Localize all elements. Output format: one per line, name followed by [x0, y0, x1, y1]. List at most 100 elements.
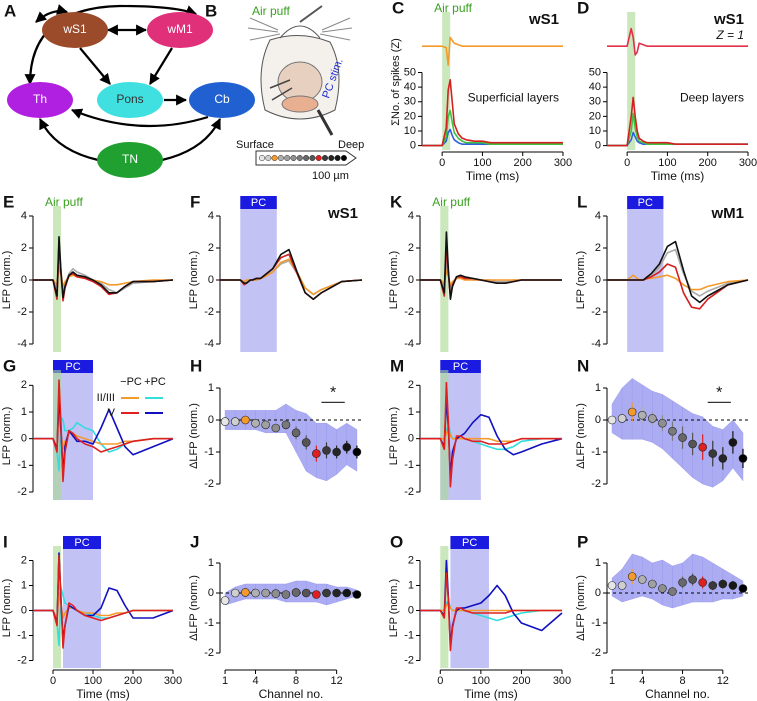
y-tick-label: -1: [204, 617, 214, 629]
data-point: [627, 407, 637, 417]
y-tick-label: 0: [595, 587, 601, 599]
data-point: [617, 581, 627, 590]
x-tick-label: 4: [252, 675, 258, 687]
data-point: [688, 439, 697, 449]
node-label: wM1: [166, 22, 193, 36]
data-point: [261, 420, 270, 430]
series-line: [422, 109, 563, 147]
y-tick-label: 2: [21, 379, 27, 391]
cerebellum: [281, 95, 319, 113]
whiskers: [247, 17, 353, 41]
data-point: [708, 581, 718, 590]
y-tick-label: 20: [589, 110, 601, 122]
data-point: [312, 590, 321, 599]
shade-label: Air puff: [434, 1, 472, 15]
node: [42, 12, 108, 48]
y-tick-label: -1: [591, 446, 601, 458]
y-tick-label: 30: [404, 96, 416, 108]
y-tick-label: 20: [404, 110, 416, 122]
shade: [627, 12, 636, 150]
data-point: [658, 584, 667, 593]
data-point: [637, 410, 647, 420]
x-tick-label: 100: [472, 675, 490, 687]
node: [147, 12, 213, 48]
y-tick-label: 2: [21, 554, 27, 566]
data-point: [607, 415, 617, 425]
data-point: [291, 588, 301, 597]
x-tick-label: 200: [514, 157, 532, 169]
edge: [24, 4, 198, 86]
series-line: [607, 27, 748, 56]
node-label: Cb: [214, 92, 230, 106]
y-tick-label: -2: [591, 306, 601, 318]
y-tick-label: -1: [404, 629, 414, 641]
panel: H -2 -1 0 1 ΔLFP (norm.) *: [188, 356, 362, 490]
series-line: [420, 231, 562, 300]
panel-label: M: [390, 356, 404, 375]
data-point: [668, 426, 677, 436]
deep-label: Deep: [338, 139, 364, 151]
y-tick-label: 50: [589, 66, 601, 78]
y-tick-label: 2: [408, 242, 414, 254]
y-tick-label: 0: [21, 274, 27, 286]
panel-label: B: [205, 1, 217, 20]
x-axis-label: Time (ms): [651, 169, 705, 183]
y-tick-label: 0: [408, 433, 414, 445]
data-point: [220, 596, 230, 605]
y-tick-label: -2: [204, 478, 214, 490]
y-axis-label: LFP (norm.): [1, 579, 13, 637]
x-tick-label: 8: [679, 675, 685, 687]
data-point: [648, 579, 657, 589]
panel: L PC -4 -2 0 2 4 LFP (norm.) wM1: [575, 192, 749, 352]
shade-label-box: [627, 196, 664, 209]
data-point: [271, 423, 281, 433]
data-point: [637, 575, 647, 584]
x-tick-label: 0: [439, 157, 445, 169]
edge: [79, 47, 111, 85]
data-point: [332, 447, 341, 457]
shade-label: PC: [453, 361, 468, 373]
y-tick-label: 50: [404, 66, 416, 78]
y-tick-label: -2: [591, 478, 601, 490]
data-point: [241, 415, 250, 425]
data-point: [678, 433, 687, 442]
y-axis-label: ΔLFP (norm.): [575, 575, 587, 641]
band: [662, 559, 673, 609]
data-point: [322, 588, 331, 598]
y-tick-label: 10: [404, 125, 416, 137]
y-axis-label: ΣNo. of spikes (Z): [390, 38, 402, 125]
panel: N -2 -1 0 1 ΔLFP (norm.) *: [575, 356, 748, 490]
series-line: [220, 248, 363, 300]
data-point: [220, 417, 230, 426]
x-tick-label: 12: [717, 675, 729, 687]
y-tick-label: 1: [595, 382, 601, 394]
channel-dot: [258, 154, 266, 162]
y-axis-label: LFP (norm.): [388, 251, 400, 309]
shade: [442, 12, 451, 150]
y-tick-label: -2: [404, 486, 414, 498]
x-tick-label: 4: [639, 675, 645, 687]
y-tick-label: 1: [21, 579, 27, 591]
x-axis-label: Channel no.: [259, 687, 324, 701]
shade-label: Air puff: [432, 195, 470, 209]
node: [97, 82, 163, 118]
panel-label: L: [577, 192, 587, 211]
x-tick-label: 0: [50, 675, 56, 687]
series-line: [420, 572, 562, 652]
y-tick-label: 40: [589, 81, 601, 93]
y-tick-label: 0: [410, 140, 416, 152]
shade-label-box: [63, 536, 101, 549]
panel: P -2 -1 0 1 ΔLFP (norm.) 1 4 8 12 Channel no.: [575, 532, 748, 701]
node-label: Pons: [116, 92, 143, 106]
y-axis-label: LFP (norm.): [388, 407, 400, 465]
shade-label-box: [440, 360, 481, 373]
data-point: [658, 418, 667, 428]
shade-label-box: [240, 196, 277, 209]
data-point: [698, 442, 707, 452]
y-tick-label: -4: [204, 338, 214, 350]
surface-label: Surface: [236, 139, 274, 151]
x-axis-label: Time (ms): [466, 169, 520, 183]
significance-label: *: [330, 385, 336, 402]
y-tick-label: 1: [208, 557, 214, 569]
